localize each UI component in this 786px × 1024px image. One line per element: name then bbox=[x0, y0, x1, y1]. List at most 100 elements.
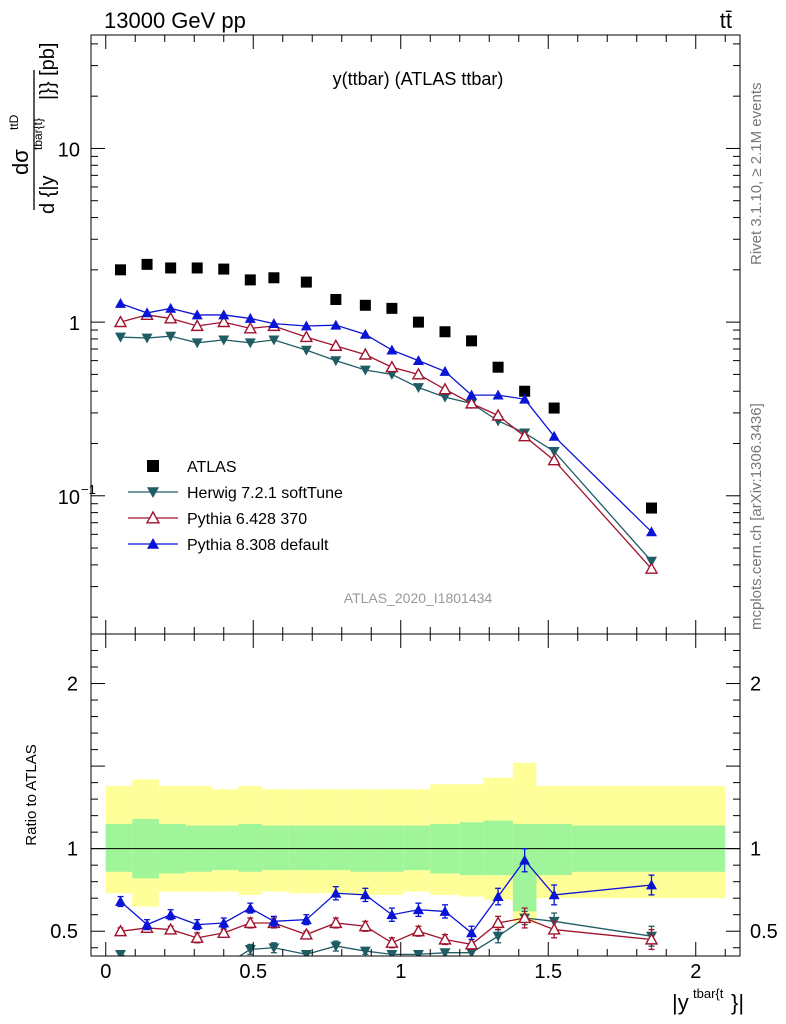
data-point-atlas bbox=[466, 335, 478, 347]
data-point-atlas bbox=[359, 299, 371, 311]
ratio-point-pythia6 bbox=[547, 922, 561, 935]
ratio-y-tick-label-right: 0.5 bbox=[750, 921, 778, 943]
x-tick-label: 1 bbox=[395, 961, 406, 983]
data-point-herwig bbox=[191, 338, 203, 349]
ratio-point-pythia6 bbox=[190, 930, 204, 943]
data-point-atlas bbox=[268, 272, 280, 284]
y-label-denominator: d {|y bbox=[37, 175, 59, 214]
data-point-pythia6 bbox=[190, 319, 204, 332]
ratio-point-pythia8 bbox=[359, 889, 371, 900]
data-point-pythia8 bbox=[466, 389, 478, 400]
main-series bbox=[113, 258, 659, 574]
ratio-point-herwig bbox=[492, 931, 504, 942]
x-label-main: |y bbox=[672, 990, 689, 1015]
ratio-point-pythia6 bbox=[411, 924, 426, 937]
series-line-pythia8 bbox=[120, 302, 652, 533]
data-point-herwig bbox=[386, 369, 398, 380]
legend-marker bbox=[145, 510, 161, 524]
band-inner bbox=[321, 825, 351, 871]
x-tick-label: 0.5 bbox=[239, 961, 267, 983]
data-point-pythia6 bbox=[517, 429, 532, 442]
ratio-point-pythia6 bbox=[217, 925, 231, 938]
ratio-y-tick-label-right: 1 bbox=[750, 839, 761, 861]
y-label-denominator-sup: tbar{t} bbox=[31, 118, 45, 150]
data-point-pythia8 bbox=[141, 307, 153, 318]
analysis-watermark: ATLAS_2020_I1801434 bbox=[344, 590, 493, 606]
data-point-pythia8 bbox=[548, 430, 560, 441]
legend-marker bbox=[147, 487, 159, 498]
data-point-atlas bbox=[548, 402, 560, 414]
ratio-point-pythia8 bbox=[244, 902, 256, 913]
band-inner bbox=[536, 823, 572, 876]
y-tick-label-exp: −1 bbox=[81, 482, 96, 497]
ratio-point-herwig bbox=[192, 960, 203, 970]
data-point-atlas bbox=[386, 302, 398, 314]
data-point-pythia8 bbox=[359, 328, 371, 339]
ratio-point-pythia8 bbox=[646, 879, 657, 890]
x-label-sup: tbar{t bbox=[693, 986, 724, 1001]
ratio-point-pythia6 bbox=[491, 916, 505, 929]
data-point-pythia6 bbox=[163, 311, 178, 324]
ratio-point-herwig bbox=[142, 960, 153, 970]
x-tick-label: 0 bbox=[100, 961, 111, 983]
ratio-y-label: Ratio to ATLAS bbox=[23, 744, 40, 845]
data-point-atlas bbox=[330, 293, 342, 305]
band-inner bbox=[105, 823, 133, 872]
data-point-atlas bbox=[115, 264, 126, 276]
ratio-point-pythia6 bbox=[358, 919, 373, 932]
data-point-herwig bbox=[268, 335, 280, 346]
data-point-pythia6 bbox=[464, 396, 479, 409]
data-point-pythia8 bbox=[165, 302, 177, 313]
legend-marker bbox=[147, 538, 159, 549]
y-label-unit: |}} [pb] bbox=[37, 43, 59, 100]
x-label-close: }| bbox=[731, 990, 744, 1015]
ratio-point-herwig bbox=[300, 949, 312, 956]
ratio-point-pythia8 bbox=[268, 915, 280, 926]
data-point-pythia6 bbox=[113, 315, 128, 328]
ratio-point-herwig bbox=[115, 949, 126, 956]
data-point-pythia8 bbox=[330, 319, 342, 330]
x-tick-label: 2 bbox=[690, 961, 701, 983]
main-x-ticks bbox=[105, 35, 726, 634]
ratio-point-pythia8 bbox=[165, 909, 177, 920]
ratio-point-herwig bbox=[439, 948, 451, 956]
data-point-pythia6 bbox=[243, 321, 257, 334]
ratio-point-pythia6 bbox=[464, 937, 479, 950]
ratio-point-herwig bbox=[330, 941, 342, 952]
header-right: tt̄ bbox=[720, 8, 732, 33]
ratio-point-pythia8 bbox=[386, 909, 398, 920]
legend-label: Herwig 7.2.1 softTune bbox=[187, 485, 343, 502]
ratio-series bbox=[113, 848, 659, 970]
band-inner bbox=[238, 823, 263, 872]
data-point-pythia6 bbox=[329, 338, 343, 351]
data-point-herwig bbox=[439, 392, 451, 403]
ratio-panel: 0.5 0.5 1 1 2 2 0 0.5 1 1.5 2 Ratio to ATLAS |y t… bbox=[23, 633, 778, 1015]
ratio-point-pythia6 bbox=[243, 916, 257, 929]
ratio-point-pythia6 bbox=[517, 911, 532, 924]
ratio-point-herwig bbox=[359, 946, 371, 956]
ratio-y-tick-label: 2 bbox=[67, 674, 78, 696]
header-left: 13000 GeV pp bbox=[104, 8, 246, 33]
ratio-frame bbox=[90, 633, 741, 957]
y-label-numerator-sup: ttD bbox=[7, 114, 21, 130]
data-point-herwig bbox=[115, 332, 126, 343]
data-point-atlas bbox=[141, 258, 153, 270]
y-tick-label: 1 bbox=[69, 313, 80, 335]
legend-marker bbox=[147, 460, 159, 472]
data-point-pythia8 bbox=[439, 365, 451, 376]
ratio-line-pythia6 bbox=[120, 917, 652, 946]
ratio-point-pythia8 bbox=[492, 891, 504, 901]
ratio-point-pythia8 bbox=[466, 927, 478, 938]
mcplots-label: mcplots.cern.ch [arXiv:1306.3436] bbox=[748, 403, 765, 630]
ratio-point-pythia6 bbox=[329, 916, 343, 929]
data-point-herwig bbox=[141, 333, 153, 344]
data-point-herwig bbox=[165, 331, 177, 342]
ratio-point-herwig bbox=[165, 958, 176, 968]
ratio-point-herwig bbox=[386, 949, 398, 956]
data-point-atlas bbox=[165, 262, 177, 274]
data-point-pythia6 bbox=[547, 453, 561, 466]
band-inner bbox=[483, 820, 513, 876]
series-line-herwig bbox=[120, 335, 652, 562]
